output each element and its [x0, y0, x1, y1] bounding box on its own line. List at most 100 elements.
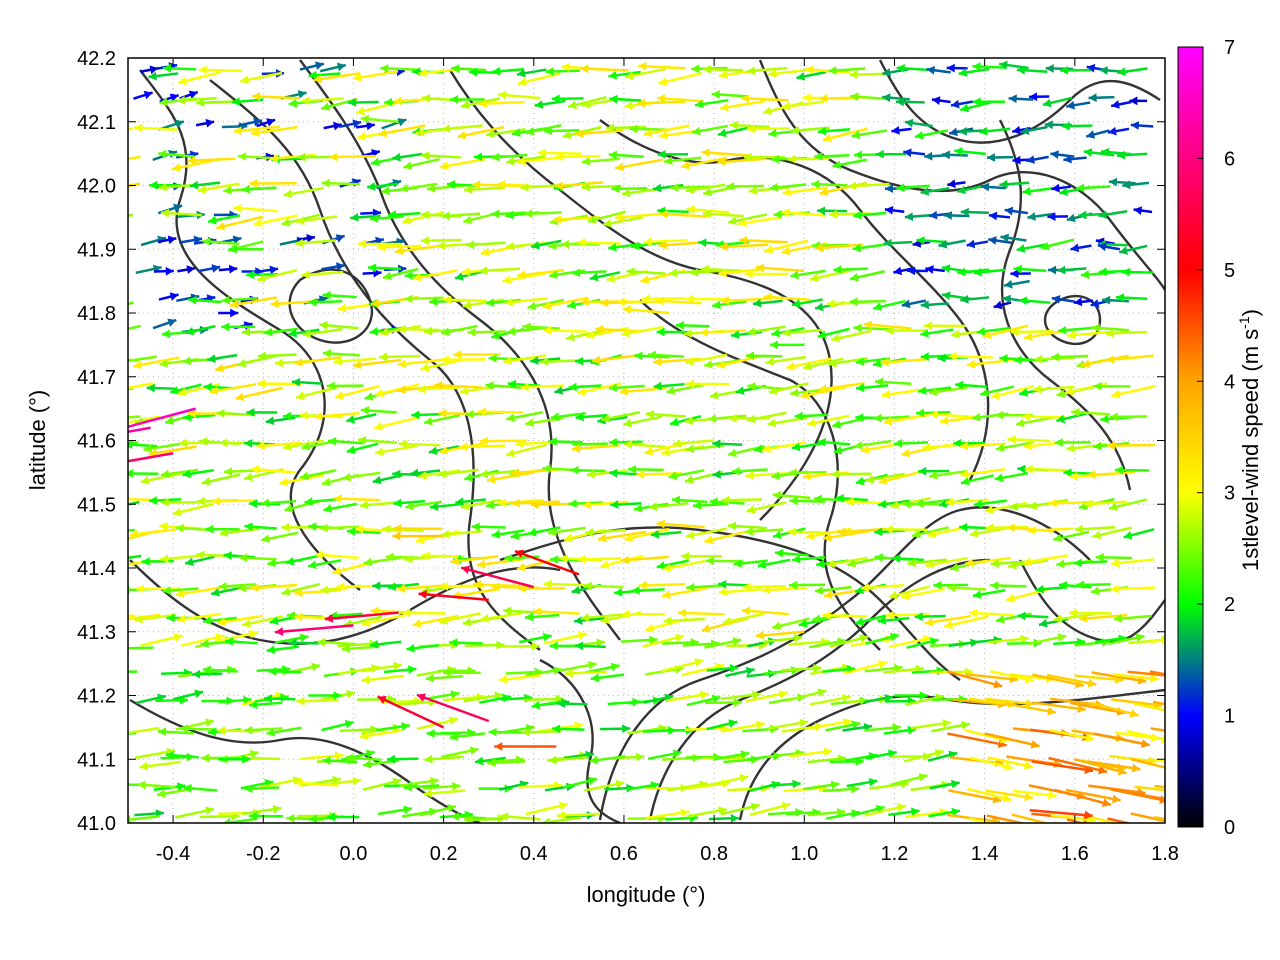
vector-bg: [1110, 100, 1132, 109]
vector-bg: [694, 98, 729, 109]
vector-bg: [702, 64, 744, 74]
vector-bg: [712, 439, 743, 449]
vector-bg: [160, 554, 203, 564]
vector-bg: [393, 524, 443, 533]
x-tick-label: 1.0: [790, 843, 818, 865]
vector-bg: [518, 632, 552, 644]
vector-bg: [531, 699, 565, 710]
vector-bg: [584, 779, 625, 792]
vector-bg: [720, 802, 760, 816]
vector-bg: [837, 527, 887, 537]
vector-bg: [182, 412, 216, 422]
vector-bg: [429, 502, 461, 511]
vector-bg: [139, 760, 181, 771]
vector-bg: [1022, 186, 1055, 196]
vector-bg: [202, 237, 240, 247]
vector-bg: [622, 415, 663, 428]
vector-bg: [556, 811, 600, 820]
vector-bg: [162, 64, 196, 73]
vector-bg: [645, 409, 686, 419]
vector-bg: [791, 554, 826, 564]
vector-bg: [746, 501, 787, 514]
vector-bg: [505, 155, 546, 166]
vector-bg: [746, 411, 787, 424]
vector-bg: [988, 211, 1011, 221]
vector-bg: [984, 501, 1028, 515]
vector-bg: [374, 444, 418, 457]
vector-bg: [403, 157, 440, 170]
vector-bg: [1045, 64, 1074, 73]
vector-bg: [357, 435, 397, 445]
vector-bg: [426, 729, 461, 738]
vector-bg: [129, 528, 176, 539]
vector-bg: [507, 326, 544, 336]
vector-bg: [480, 611, 523, 623]
x-tick-label: 0.8: [700, 843, 728, 865]
vector-bg: [1114, 465, 1150, 475]
vector-bg: [580, 613, 622, 623]
vector-bg: [450, 95, 485, 104]
vector-bg: [959, 441, 1006, 451]
vector-bg: [1105, 354, 1154, 364]
vector-bg: [781, 208, 826, 217]
vector-bg: [826, 556, 868, 568]
vector-bg: [1153, 816, 1165, 821]
vector-bg: [460, 498, 502, 511]
vector-bg: [1007, 435, 1051, 444]
vector-bg: [609, 94, 642, 104]
vector-bg: [574, 641, 606, 651]
vector-bg: [914, 612, 946, 622]
vector-bg: [873, 413, 910, 423]
contour-lines: [129, 59, 1165, 823]
vector-bg: [381, 118, 407, 130]
colorbar-tick-label: 5: [1224, 260, 1235, 282]
vector-bg: [294, 356, 343, 367]
vector-bg: [1016, 65, 1048, 75]
vector-bg: [882, 93, 910, 103]
vector-bg: [215, 629, 259, 643]
vector-bg: [440, 324, 478, 337]
vector-bg: [608, 150, 644, 160]
vector-bg: [608, 70, 641, 80]
x-axis-ticks: -0.4 -0.2 0.0 0.2 0.4 0.6 0.8 1.0 1.2 1.4 1.6 1.8: [156, 58, 1179, 865]
vector-bg: [133, 90, 153, 100]
vector-bg: [237, 354, 277, 368]
vector-bg: [849, 297, 887, 307]
vector-bg: [729, 120, 770, 130]
vector-bg: [160, 208, 202, 218]
vector-bg: [807, 414, 850, 428]
vector-bg: [439, 157, 486, 171]
y-tick-label: 42.0: [77, 176, 116, 198]
vector-bg: [774, 548, 809, 558]
vector-bg: [457, 125, 505, 140]
vector-bg: [885, 326, 927, 335]
vector-bg: [706, 774, 749, 787]
x-tick-label: -0.2: [246, 843, 280, 865]
vector-bg: [218, 695, 252, 705]
vector-bg: [1123, 528, 1155, 540]
vector-bg: [439, 442, 486, 455]
vector-bg: [1038, 617, 1069, 628]
vector-bg: [592, 353, 641, 365]
vector-bg: [453, 350, 501, 359]
vector-bg: [459, 442, 506, 452]
vector-bg: [1016, 243, 1048, 253]
vector-bg: [490, 209, 527, 219]
vector-bg: [507, 379, 541, 389]
vector-bg: [745, 351, 783, 361]
vector-bg: [1035, 584, 1067, 594]
vector: [128, 407, 196, 429]
vector-bg: [1113, 614, 1152, 623]
vector-bg: [1056, 412, 1087, 424]
vector-bg: [221, 322, 256, 332]
vector: [218, 308, 239, 318]
vector-bg: [976, 326, 1011, 336]
vector-bg: [616, 297, 663, 307]
vector-bg: [1101, 295, 1129, 305]
vector-bg: [313, 72, 361, 84]
vector: [128, 426, 151, 433]
vector-bg: [479, 266, 521, 276]
vector-bg: [624, 527, 670, 543]
vector-bg: [846, 777, 878, 788]
vector-bg: [423, 414, 461, 426]
